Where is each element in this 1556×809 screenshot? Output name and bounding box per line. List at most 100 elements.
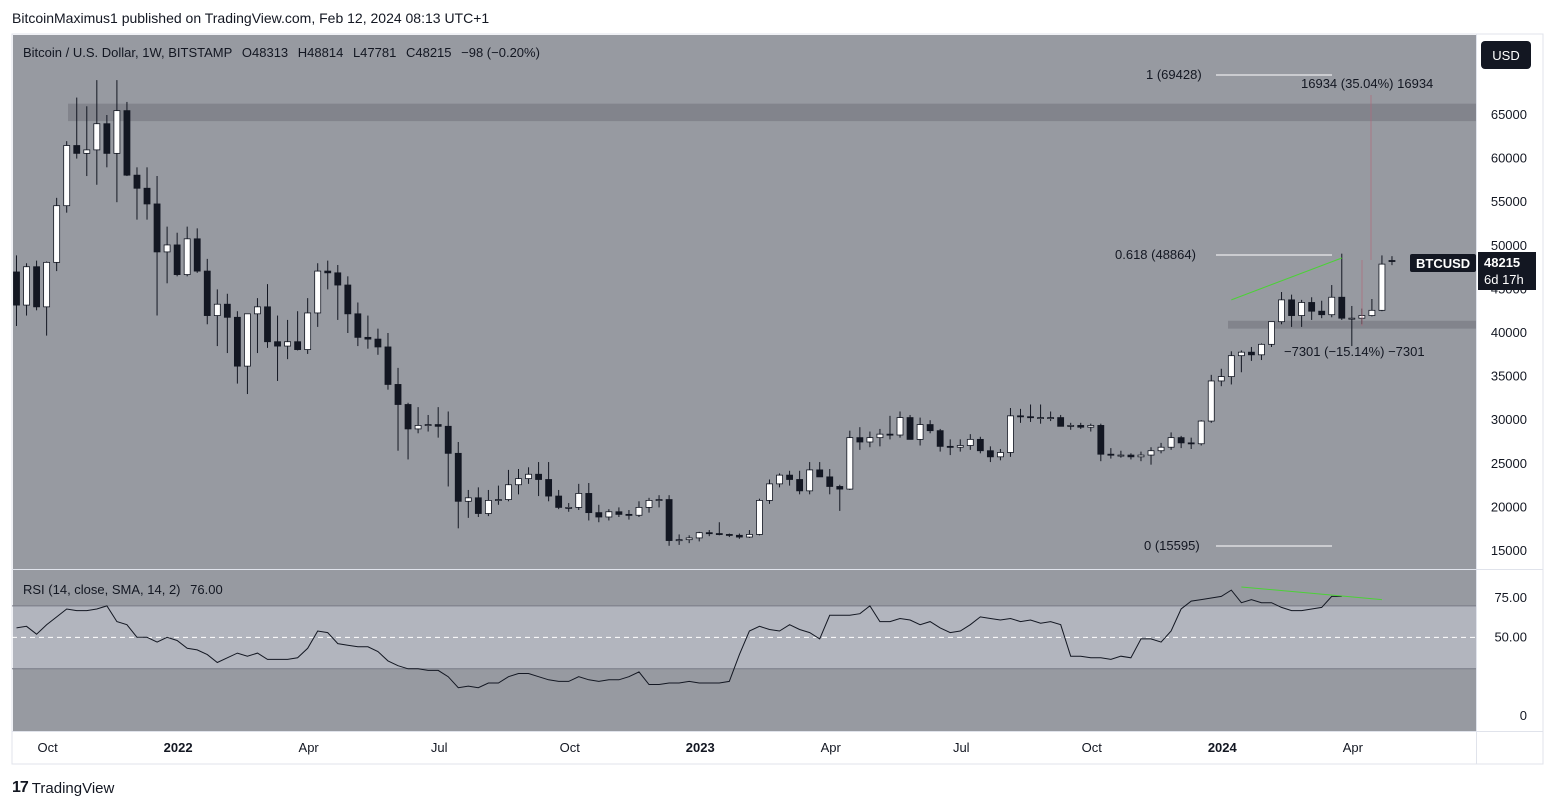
- candle-down: [364, 336, 372, 340]
- measure-down-label: −7301 (−15.14%) −7301: [1284, 344, 1425, 359]
- candle-up: [1368, 309, 1376, 316]
- candle-up: [1007, 415, 1014, 453]
- candle-down: [545, 479, 553, 497]
- candle-down: [1177, 437, 1185, 444]
- tradingview-logo-icon: 17: [12, 779, 29, 796]
- candle-up: [645, 500, 653, 508]
- fib-level-1-label: 1 (69428): [1146, 67, 1202, 82]
- candle-down: [836, 486, 844, 490]
- candle-up: [244, 313, 251, 367]
- candle-down: [1248, 351, 1255, 356]
- candle-up: [424, 424, 432, 426]
- candle-up: [515, 478, 522, 486]
- last-price-tag: 48215 6d 17h: [1478, 252, 1536, 290]
- price-tick-label: 30000: [1491, 412, 1527, 427]
- price-tick-label: 55000: [1491, 194, 1527, 209]
- candle-up: [1117, 454, 1125, 457]
- candle-up: [1378, 263, 1386, 311]
- candle-up: [675, 539, 683, 542]
- legend-close: C48215: [405, 45, 452, 60]
- candle-up: [113, 110, 121, 154]
- candle-down: [906, 417, 914, 440]
- candle-down: [595, 512, 603, 518]
- bar-countdown: 6d 17h: [1484, 272, 1524, 287]
- candle-down: [1388, 260, 1396, 262]
- candle-up: [1087, 425, 1095, 428]
- candle-up: [746, 534, 753, 538]
- candle-down: [274, 341, 281, 347]
- candle-up: [605, 511, 613, 518]
- axes-layer: 1500020000250003000035000400004500050000…: [12, 34, 1543, 764]
- candle-up: [1237, 351, 1245, 357]
- candle-up: [806, 469, 814, 492]
- candle-up: [254, 306, 261, 315]
- candle-down: [103, 123, 111, 154]
- candle-down: [173, 244, 181, 275]
- candle-up: [93, 123, 101, 151]
- time-tick-label: Apr: [299, 740, 320, 755]
- candle-down: [33, 266, 40, 308]
- candle-up: [916, 424, 924, 440]
- candle-down: [886, 433, 894, 436]
- candle-up: [63, 145, 71, 207]
- candle-up: [1268, 321, 1275, 345]
- candle-up: [43, 261, 51, 308]
- rsi-legend-value: 76.00: [190, 582, 223, 597]
- time-tick-label: Jul: [953, 740, 970, 755]
- candle-up: [525, 473, 532, 480]
- candle-down: [1027, 416, 1034, 419]
- candle-down: [133, 174, 141, 189]
- time-tick-label: Oct: [1082, 740, 1103, 755]
- time-tick-label: Apr: [1343, 740, 1364, 755]
- price-pane-background: [13, 35, 1476, 569]
- candle-down: [1017, 415, 1024, 418]
- candle-down: [1057, 417, 1065, 427]
- candle-up: [484, 500, 492, 514]
- price-tick-label: 40000: [1491, 325, 1527, 340]
- candle-down: [735, 534, 743, 538]
- fib-level-0-label: 0 (15595): [1144, 538, 1200, 553]
- candle-down: [374, 338, 382, 348]
- candle-down: [555, 495, 563, 508]
- candle-down: [856, 437, 864, 443]
- candle-down: [725, 534, 733, 536]
- price-tick-label: 35000: [1491, 369, 1527, 384]
- candle-down: [1308, 302, 1316, 312]
- time-tick-label: Oct: [38, 740, 59, 755]
- candle-up: [1067, 425, 1075, 427]
- candle-down: [384, 346, 392, 385]
- candle-down: [926, 424, 934, 432]
- publish-caption: BitcoinMaximus1 published on TradingView…: [12, 10, 490, 26]
- legend-symbol: Bitcoin / U.S. Dollar, 1W, BITSTAMP: [23, 45, 233, 60]
- candle-up: [1167, 437, 1175, 448]
- candle-up: [163, 244, 171, 253]
- candle-up: [1037, 417, 1044, 419]
- rsi-line: [16, 589, 1342, 689]
- rsi-legend: RSI (14, close, SMA, 14, 2) 76.00: [23, 582, 229, 597]
- currency-button[interactable]: USD: [1481, 41, 1531, 69]
- candle-up: [846, 437, 854, 490]
- candle-up: [1227, 355, 1235, 377]
- candle-down: [294, 341, 302, 350]
- candle-down: [354, 313, 362, 338]
- candle-down: [1127, 454, 1135, 458]
- rsi-tick-label: 0: [1520, 708, 1527, 723]
- candle-down: [394, 384, 402, 405]
- candle-down: [625, 513, 633, 516]
- candle-down: [816, 469, 824, 478]
- candle-down: [976, 438, 984, 452]
- candle-up: [1137, 454, 1145, 458]
- candle-down: [73, 145, 81, 154]
- candle-up: [464, 497, 472, 502]
- candle-up: [756, 500, 763, 535]
- candle-up: [997, 452, 1004, 458]
- candle-up: [1047, 417, 1055, 419]
- candle-up: [1147, 450, 1155, 456]
- price-tick-label: 60000: [1491, 151, 1527, 166]
- fib-level-0618-label: 0.618 (48864): [1115, 247, 1196, 262]
- candle-down: [324, 270, 332, 274]
- candle-down: [334, 272, 342, 286]
- candle-up: [776, 474, 783, 485]
- time-tick-label: Jul: [431, 740, 448, 755]
